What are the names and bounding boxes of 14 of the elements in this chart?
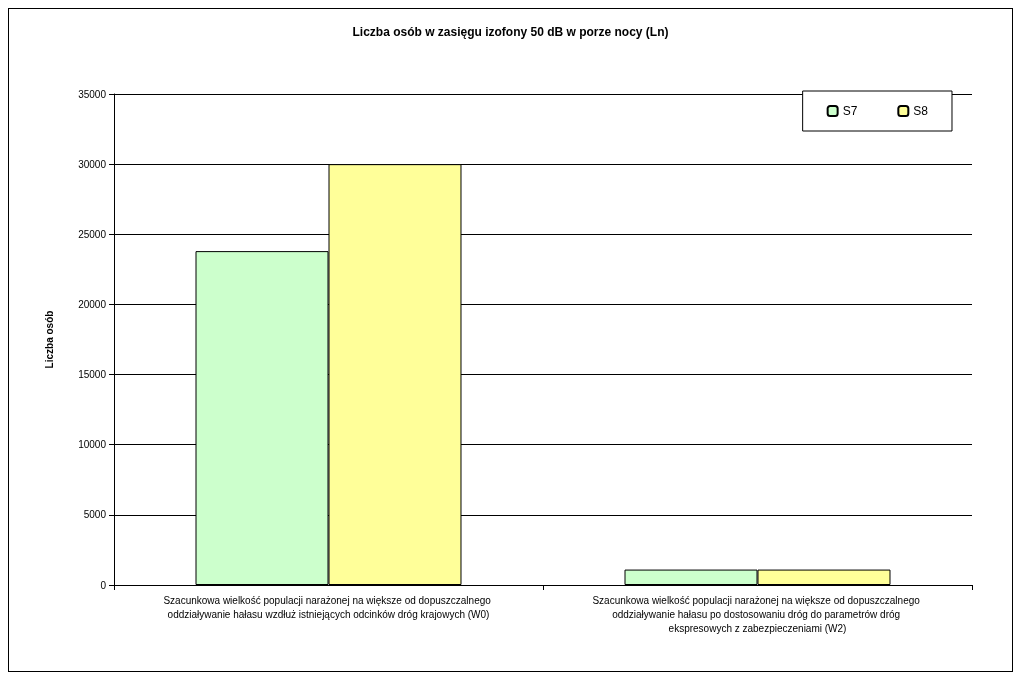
y-tick-label: 25000	[78, 228, 107, 240]
chart-title: Liczba osób w zasięgu izofony 50 dB w porze nocy (Ln)	[352, 25, 669, 39]
x-tick-label: Szacunkowa wielkość populacji narażonej na większe od dopuszczalnego oddziaływanie hałasu wzdłuż istniejących odcinków dróg krajowych (W0)	[163, 594, 494, 620]
y-tick-label: 30000	[78, 158, 107, 170]
x-tick-label: Szacunkowa wielkość populacji narażonej na większe od dopuszczalnego oddziaływanie hałasu po dostosowaniu dróg do parametrów dróg ekspresowych z zabezpieczeniami (W2)	[592, 594, 923, 634]
y-tick-label: 15000	[78, 369, 107, 381]
y-tick-label: 10000	[78, 439, 107, 451]
y-tick-label: 5000	[83, 509, 107, 521]
y-tick-label: 0	[100, 579, 107, 591]
y-tick-label: 35000	[78, 88, 107, 100]
legend-label: S8	[913, 104, 929, 118]
y-axis-title: Liczba osób	[43, 310, 55, 369]
legend-label: S7	[842, 104, 858, 118]
y-tick-label: 20000	[78, 298, 107, 310]
